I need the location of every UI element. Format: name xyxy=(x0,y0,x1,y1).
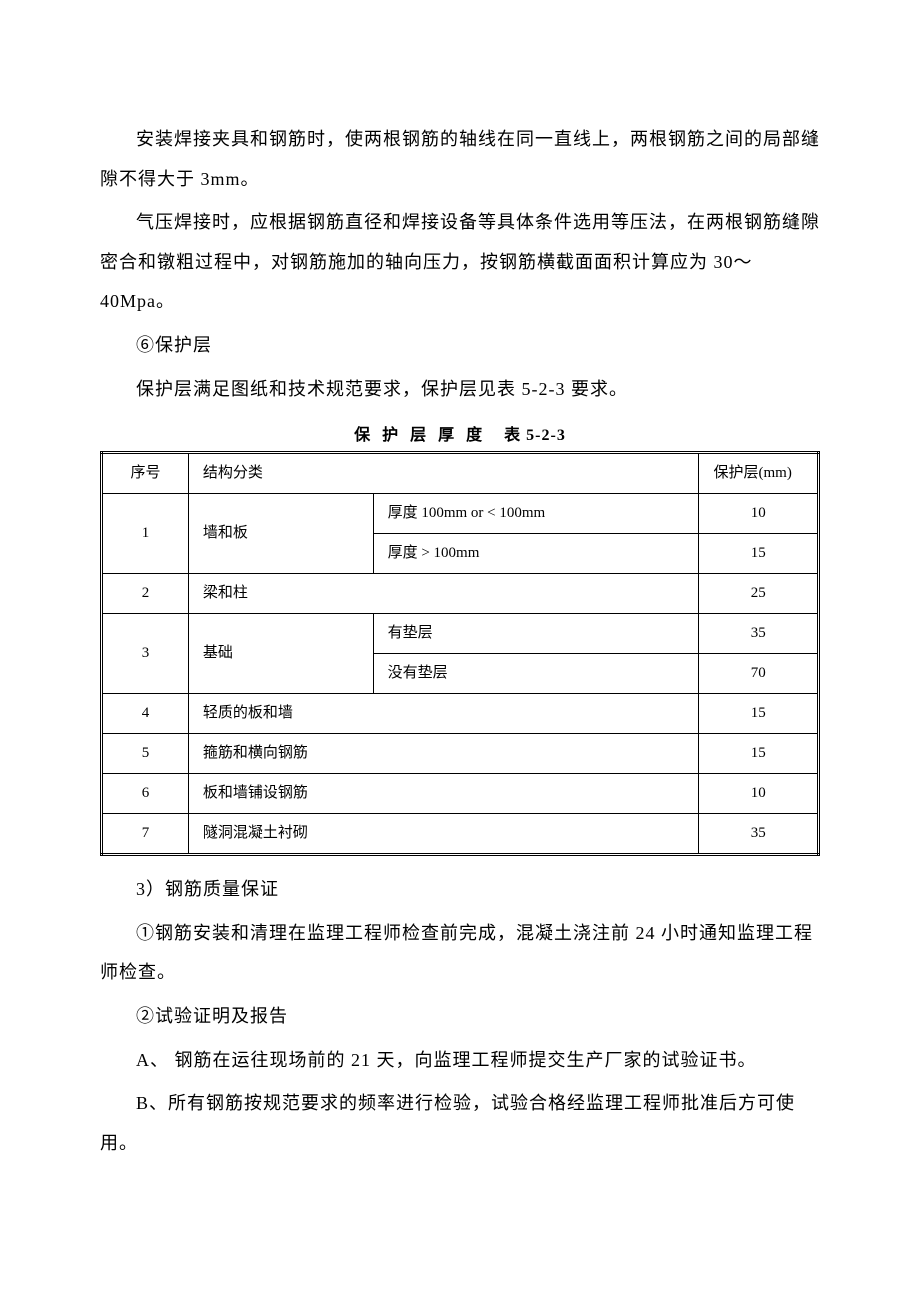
cell-sub: 厚度 100mm or < 100mm xyxy=(373,494,699,534)
table-title-label: 保 护 层 厚 度 xyxy=(354,427,486,444)
cover-layer-table: 序号 结构分类 保护层(mm) 1 墙和板 厚度 100mm or < 100m… xyxy=(100,451,820,856)
table-row: 2 梁和柱 25 xyxy=(102,574,819,614)
cell-seq: 7 xyxy=(102,814,189,855)
table-title-number: 表 5-2-3 xyxy=(504,427,566,444)
cell-category: 梁和柱 xyxy=(188,574,699,614)
cell-seq: 2 xyxy=(102,574,189,614)
paragraph-test-report-heading: ②试验证明及报告 xyxy=(100,997,820,1037)
cell-category: 隧洞混凝土衬砌 xyxy=(188,814,699,855)
table-row: 3 基础 有垫层 35 xyxy=(102,614,819,654)
cell-value: 15 xyxy=(699,734,819,774)
table-row: 6 板和墙铺设钢筋 10 xyxy=(102,774,819,814)
paragraph-cover-layer-desc: 保护层满足图纸和技术规范要求，保护层见表 5-2-3 要求。 xyxy=(100,370,820,410)
table-title: 保 护 层 厚 度 表 5-2-3 xyxy=(100,421,820,445)
header-seq: 序号 xyxy=(102,453,189,494)
section-heading-quality: 3）钢筋质量保证 xyxy=(100,870,820,910)
table-row: 5 箍筋和横向钢筋 15 xyxy=(102,734,819,774)
paragraph-cover-layer-heading: ⑥保护层 xyxy=(100,326,820,366)
cell-value: 35 xyxy=(699,614,819,654)
paragraph-pressure-weld: 气压焊接时，应根据钢筋直径和焊接设备等具体条件选用等压法，在两根钢筋缝隙密合和镦… xyxy=(100,203,820,322)
paragraph-item-a: A、 钢筋在运往现场前的 21 天，向监理工程师提交生产厂家的试验证书。 xyxy=(100,1041,820,1081)
cell-value: 10 xyxy=(699,774,819,814)
cell-sub: 没有垫层 xyxy=(373,654,699,694)
cell-seq: 1 xyxy=(102,494,189,574)
table-header-row: 序号 结构分类 保护层(mm) xyxy=(102,453,819,494)
cell-sub: 厚度 > 100mm xyxy=(373,534,699,574)
cell-value: 35 xyxy=(699,814,819,855)
cell-value: 15 xyxy=(699,534,819,574)
header-value: 保护层(mm) xyxy=(699,453,819,494)
cell-seq: 4 xyxy=(102,694,189,734)
paragraph-install-check: ①钢筋安装和清理在监理工程师检查前完成，混凝土浇注前 24 小时通知监理工程师检… xyxy=(100,914,820,993)
table-row: 1 墙和板 厚度 100mm or < 100mm 10 xyxy=(102,494,819,534)
cell-category: 板和墙铺设钢筋 xyxy=(188,774,699,814)
table-row: 7 隧洞混凝土衬砌 35 xyxy=(102,814,819,855)
cell-seq: 5 xyxy=(102,734,189,774)
cell-seq: 6 xyxy=(102,774,189,814)
cell-sub: 有垫层 xyxy=(373,614,699,654)
table-row: 4 轻质的板和墙 15 xyxy=(102,694,819,734)
cell-category: 基础 xyxy=(188,614,373,694)
cell-category: 箍筋和横向钢筋 xyxy=(188,734,699,774)
cell-category: 轻质的板和墙 xyxy=(188,694,699,734)
paragraph-item-b: B、所有钢筋按规范要求的频率进行检验，试验合格经监理工程师批准后方可使用。 xyxy=(100,1084,820,1163)
cell-value: 15 xyxy=(699,694,819,734)
paragraph-install: 安装焊接夹具和钢筋时，使两根钢筋的轴线在同一直线上，两根钢筋之间的局部缝隙不得大… xyxy=(100,120,820,199)
cell-value: 25 xyxy=(699,574,819,614)
cell-seq: 3 xyxy=(102,614,189,694)
cell-category: 墙和板 xyxy=(188,494,373,574)
cell-value: 10 xyxy=(699,494,819,534)
cell-value: 70 xyxy=(699,654,819,694)
header-category: 结构分类 xyxy=(188,453,699,494)
